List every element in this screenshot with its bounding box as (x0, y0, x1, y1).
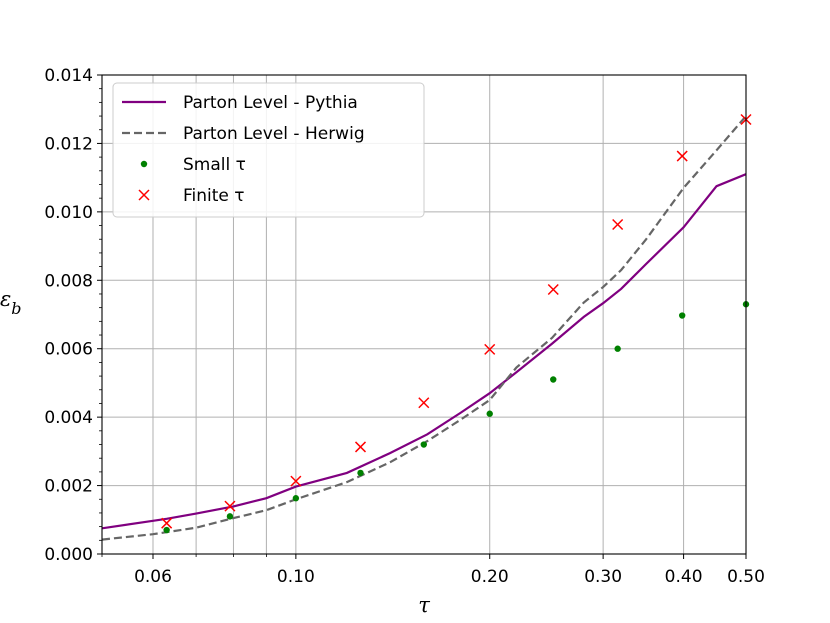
series-2 (163, 301, 750, 534)
legend-swatch-finite-tau (138, 189, 150, 201)
x-tick-label: 0.06 (134, 567, 172, 587)
y-tick-label: 0.014 (44, 66, 93, 86)
x-tick-label: 0.50 (727, 567, 765, 587)
series-1 (102, 115, 746, 541)
data-point (163, 526, 170, 534)
legend-label-small-tau: Small τ (183, 155, 246, 175)
y-tick-label: 0.008 (44, 271, 93, 291)
series-3 (161, 113, 752, 529)
y-tick-label: 0.010 (44, 203, 93, 223)
y-axis-title-subscript: b (11, 299, 21, 318)
data-point (612, 218, 624, 231)
legend-entry-finite-tau: Finite τ (138, 186, 245, 206)
data-point (420, 441, 427, 448)
data-point (161, 517, 173, 529)
data-point (486, 410, 493, 417)
legend-box (112, 82, 425, 218)
legend: Parton Level - Pythia Parton Level - Her… (112, 82, 425, 218)
legend-label-herwig: Parton Level - Herwig (183, 124, 365, 144)
data-point (226, 513, 234, 520)
legend-entry-small-tau: Small τ (140, 155, 246, 175)
data-point (676, 150, 688, 162)
plot-frame (101, 74, 747, 555)
x-axis-title: τ (418, 593, 430, 617)
data-point (224, 500, 236, 512)
y-tick-label: 0.004 (44, 408, 93, 428)
x-tick-label: 0.30 (584, 567, 622, 587)
x-tick-label: 0.40 (665, 567, 703, 587)
axes-ticks: 0.06 0.10 0.20 0.30 0.40 0.50 0.000 0.002 0.004 0… (44, 66, 765, 587)
y-tick-label: 0.000 (44, 545, 93, 565)
data-point (484, 343, 496, 355)
data-point (547, 283, 559, 296)
legend-entry-pythia: Parton Level - Pythia (122, 93, 358, 113)
data-point (292, 495, 300, 502)
data-point (357, 469, 364, 477)
series-line (102, 115, 746, 541)
y-tick-label: 0.002 (44, 477, 93, 497)
data-point (614, 345, 621, 352)
series-line (102, 173, 746, 530)
data-point (354, 441, 367, 453)
y-axis-title-symbol: ε (0, 287, 11, 311)
legend-label-finite-tau: Finite τ (183, 186, 245, 206)
x-tick-label: 0.20 (471, 567, 509, 587)
data-point (290, 475, 302, 487)
y-axis-title: εb (0, 287, 22, 318)
data-point (678, 312, 686, 319)
legend-swatch-small-tau (140, 160, 148, 168)
data-point (418, 397, 430, 409)
legend-entry-herwig: Parton Level - Herwig (122, 124, 365, 144)
y-tick-label: 0.012 (44, 134, 93, 154)
x-tick-label: 0.10 (277, 567, 315, 587)
series-0 (102, 173, 746, 530)
plot-area (102, 113, 752, 541)
y-tick-label: 0.006 (44, 340, 93, 360)
data-point (550, 376, 557, 383)
legend-label-pythia: Parton Level - Pythia (183, 93, 358, 113)
